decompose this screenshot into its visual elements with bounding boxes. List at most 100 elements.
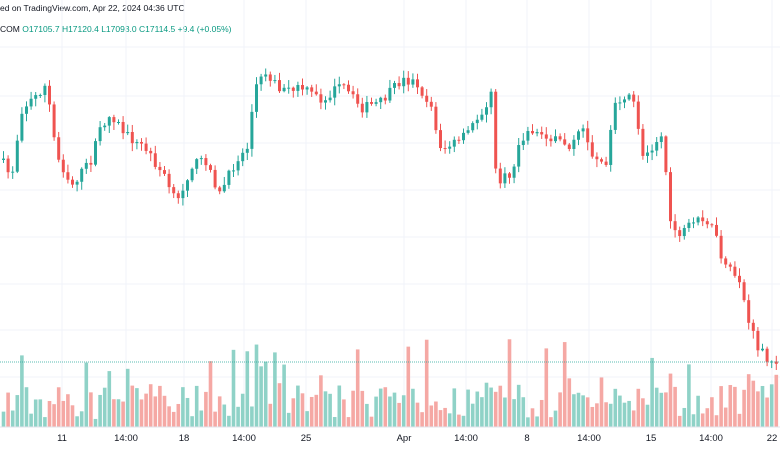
volume-bar — [38, 399, 43, 427]
volume-bar — [700, 413, 705, 427]
candle-body — [121, 121, 125, 134]
volume-bar — [723, 407, 728, 427]
volume-bar — [309, 396, 314, 427]
volume-bar — [79, 411, 84, 427]
volume-bar — [355, 349, 360, 427]
candle-body — [609, 129, 613, 165]
volume-bar — [687, 364, 691, 427]
volume-bar — [332, 417, 337, 427]
volume-bar — [539, 399, 544, 427]
candle-body — [2, 158, 5, 160]
candle-body — [393, 83, 396, 88]
volume-bar — [360, 390, 365, 427]
candle-body — [195, 159, 199, 169]
candle-body — [356, 94, 360, 104]
volume-bar — [227, 415, 231, 427]
volume-bar — [121, 401, 125, 427]
candle-body — [420, 87, 424, 96]
candle-body — [673, 221, 677, 231]
candle-body — [140, 141, 143, 144]
volume-bar — [213, 411, 217, 427]
candle-body — [687, 222, 691, 228]
candle-body — [719, 235, 723, 259]
volume-bar — [369, 416, 374, 427]
candle-body — [618, 102, 622, 104]
volume-bar — [199, 410, 204, 427]
candle-body — [572, 139, 576, 149]
volume-bar — [659, 392, 664, 427]
candle-body — [577, 131, 580, 140]
candle-body — [475, 119, 479, 124]
candle-body — [756, 330, 760, 351]
candle-body — [264, 74, 268, 77]
candle-body — [646, 152, 649, 156]
volume-bar — [259, 366, 263, 427]
candle-body — [310, 87, 314, 92]
candle-body — [337, 84, 341, 87]
candle-body — [604, 161, 608, 165]
candle-body — [282, 87, 286, 92]
candle-body — [411, 79, 415, 85]
volume-bar — [268, 403, 273, 427]
candle-body — [567, 144, 571, 149]
candle-body — [397, 83, 401, 87]
x-tick-label: 14:00 — [577, 433, 601, 444]
volume-bar — [388, 396, 392, 427]
volume-bar — [677, 415, 682, 427]
candle-body — [130, 132, 134, 144]
volume-bar — [6, 392, 10, 427]
volume-bar — [240, 393, 245, 427]
volume-bar — [236, 406, 240, 427]
volume-bar — [461, 415, 466, 427]
volume-bar — [549, 417, 553, 427]
volume-bar — [401, 395, 406, 427]
candle-body — [135, 141, 139, 144]
volume-bar — [668, 373, 673, 427]
volume-bar — [254, 344, 259, 427]
volume-bar — [194, 385, 199, 427]
candle-body — [126, 132, 130, 134]
candle-body — [34, 95, 38, 99]
candle-body — [448, 146, 452, 149]
candle-body — [751, 322, 755, 331]
candle-body — [664, 136, 668, 173]
volume-bar — [774, 374, 779, 427]
candle-body — [6, 158, 10, 173]
candle-body — [540, 132, 544, 135]
volume-bar — [595, 403, 599, 427]
candle-body — [61, 159, 65, 173]
volume-bar — [66, 394, 70, 427]
candle-body — [66, 172, 70, 180]
candle-body — [503, 173, 507, 184]
candle-body — [25, 106, 28, 114]
candle-body — [770, 361, 774, 363]
candle-body — [439, 130, 442, 149]
candle-body — [117, 121, 120, 123]
volume-bar — [457, 414, 461, 427]
volume-bar — [493, 391, 498, 427]
volume-bar — [305, 411, 309, 427]
volume-bar — [664, 392, 668, 427]
volume-bar — [466, 389, 470, 427]
candle-body — [531, 131, 534, 134]
volume-bar — [558, 392, 562, 427]
published-text: ed on TradingView.com, Apr 22, 2024 04:3… — [0, 3, 185, 13]
candle-body — [144, 143, 148, 151]
volume-bar — [190, 416, 194, 427]
volume-bar — [645, 404, 650, 427]
volume-bar — [135, 388, 139, 427]
candle-body — [71, 179, 74, 185]
candle-body — [761, 348, 764, 351]
change-value: +9.4 (+0.05%) — [177, 24, 232, 34]
volume-bar — [351, 390, 355, 427]
candle-body — [765, 348, 769, 362]
candle-body — [52, 104, 56, 138]
candle-body — [167, 173, 171, 188]
volume-bar — [475, 391, 480, 427]
candle-body — [563, 139, 567, 145]
volume-bar — [443, 407, 447, 427]
candle-body — [11, 171, 15, 173]
volume-bar — [245, 351, 250, 427]
volume-bar — [489, 387, 493, 427]
